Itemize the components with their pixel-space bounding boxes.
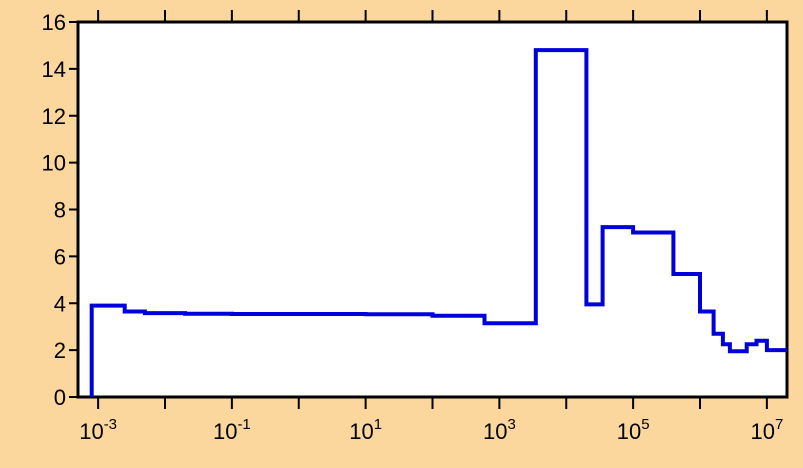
x-tick-label: 101 xyxy=(349,416,382,444)
series-line xyxy=(89,48,787,397)
y-tick-label: 8 xyxy=(54,198,66,223)
y-tick-label: 4 xyxy=(54,291,66,316)
plot-area xyxy=(76,20,789,399)
y-tick-label: 10 xyxy=(42,151,66,176)
y-tick-label: 6 xyxy=(54,244,66,269)
x-tick-label: 107 xyxy=(750,416,783,444)
y-tick-label: 0 xyxy=(54,385,66,410)
y-tick-label: 2 xyxy=(54,338,66,363)
y-tick-label: 16 xyxy=(42,10,66,35)
y-tick-label: 12 xyxy=(42,104,66,129)
x-tick-label: 103 xyxy=(483,416,516,444)
axis-ticks xyxy=(69,10,768,409)
tick-labels: 0 2 4 6 8 10 12 14 16 10-3 10-1 101 103 105 107 xyxy=(42,10,784,444)
x-tick-label: 10-3 xyxy=(79,416,117,444)
y-tick-label: 14 xyxy=(42,57,66,82)
x-tick-label: 10-1 xyxy=(213,416,251,444)
x-tick-label: 105 xyxy=(617,416,650,444)
